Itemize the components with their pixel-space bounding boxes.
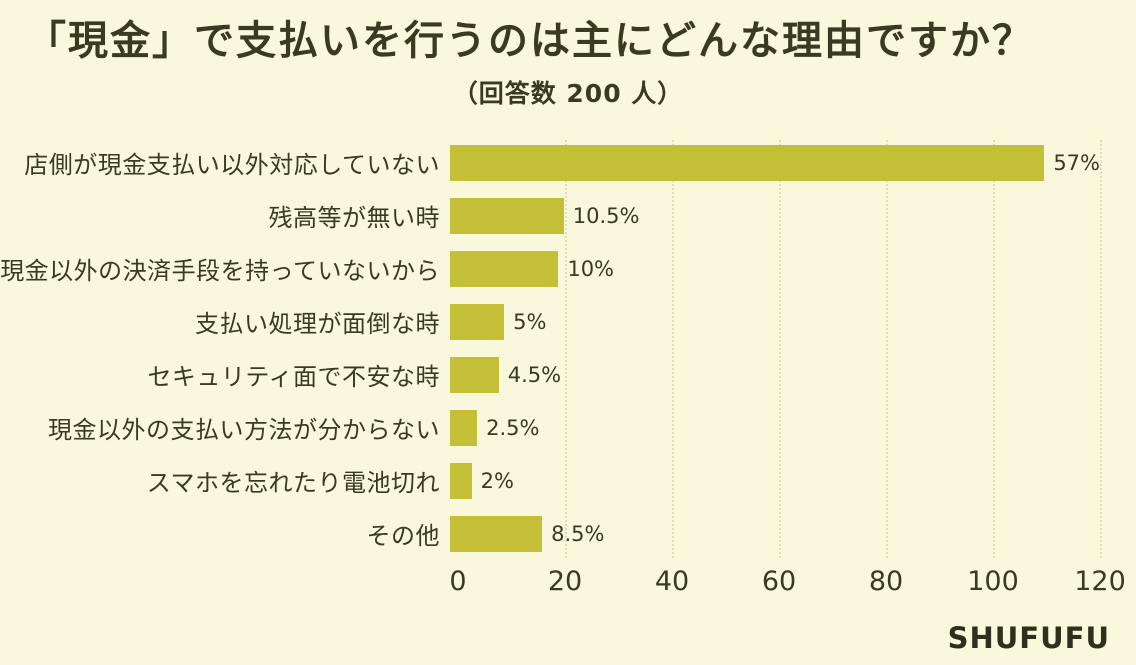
bar — [450, 144, 1045, 181]
bar-cell: 5% — [450, 295, 1100, 348]
bar-row: 店側が現金支払い以外対応していない 57% — [0, 136, 1136, 189]
category-label: 店側が現金支払い以外対応していない — [24, 151, 440, 179]
category-label: 残高等が無い時 — [268, 204, 440, 232]
bar — [450, 197, 564, 234]
bar-cell: 8.5% — [450, 507, 1100, 560]
bar — [450, 250, 559, 287]
bar — [450, 356, 499, 393]
bar — [450, 462, 472, 499]
value-label: 10% — [567, 256, 615, 281]
bar-row: 支払い処理が面倒な時 5% — [0, 295, 1136, 348]
value-label: 2% — [480, 468, 514, 493]
value-label: 57% — [1053, 150, 1100, 175]
category-label: その他 — [366, 522, 440, 550]
gridline — [779, 140, 781, 558]
chart-rows: 店側が現金支払い以外対応していない 57% 残高等が無い時 10.5% 現金以外の決済手… — [0, 136, 1136, 560]
gridline — [672, 140, 674, 558]
category-label: 現金以外の決済手段を持っていないから — [0, 257, 440, 285]
bar-row: スマホを忘れたり電池切れ 2% — [0, 454, 1136, 507]
bar-cell: 2.5% — [450, 401, 1100, 454]
bar-row: 現金以外の決済手段を持っていないから 10% — [0, 242, 1136, 295]
value-label: 4.5% — [507, 362, 562, 387]
x-tick-label: 120 — [1074, 566, 1126, 597]
value-label: 10.5% — [572, 203, 640, 228]
bar — [450, 515, 543, 552]
category-label: 現金以外の支払い方法が分からない — [48, 416, 440, 444]
x-tick-label: 40 — [654, 566, 690, 597]
bar-cell: 2% — [450, 454, 1100, 507]
value-label: 2.5% — [486, 415, 540, 440]
bar-chart: 店側が現金支払い以外対応していない 57% 残高等が無い時 10.5% 現金以外の決済手… — [0, 136, 1136, 602]
category-label: セキュリティ面で不安な時 — [147, 363, 440, 391]
gridline — [565, 140, 567, 558]
bar-row: セキュリティ面で不安な時 4.5% — [0, 348, 1136, 401]
gridline — [886, 140, 888, 558]
gridline — [1100, 140, 1102, 558]
bar-row: 残高等が無い時 10.5% — [0, 189, 1136, 242]
brand-logo: SHUFUFU — [947, 621, 1110, 655]
gridlines — [458, 140, 1102, 558]
value-label: 8.5% — [551, 521, 605, 546]
x-tick-label: 0 — [449, 566, 467, 597]
category-label: 支払い処理が面倒な時 — [195, 310, 440, 338]
bar-cell: 57% — [450, 136, 1100, 189]
x-axis: 0 20 40 60 80 100 120 — [449, 560, 1125, 602]
value-label: 5% — [513, 309, 547, 334]
x-tick-label: 100 — [967, 566, 1019, 597]
bar — [450, 303, 505, 340]
bar — [450, 409, 478, 446]
x-tick-label: 60 — [761, 566, 797, 597]
gridline — [993, 140, 995, 558]
category-label: スマホを忘れたり電池切れ — [146, 469, 440, 497]
bar-row: その他 8.5% — [0, 507, 1136, 560]
chart-subtitle: （回答数 200 人） — [452, 79, 684, 108]
bar-cell: 10.5% — [450, 189, 1100, 242]
chart-title: 「現金」で支払いを行うのは主にどんな理由ですか？ — [26, 18, 1034, 64]
x-tick-label: 80 — [868, 566, 904, 597]
plot-area: 店側が現金支払い以外対応していない 57% 残高等が無い時 10.5% 現金以外の決済手… — [0, 136, 1136, 560]
bar-cell: 4.5% — [450, 348, 1100, 401]
bar-row: 現金以外の支払い方法が分からない 2.5% — [0, 401, 1136, 454]
bar-cell: 10% — [450, 242, 1100, 295]
x-tick-label: 20 — [547, 566, 583, 597]
